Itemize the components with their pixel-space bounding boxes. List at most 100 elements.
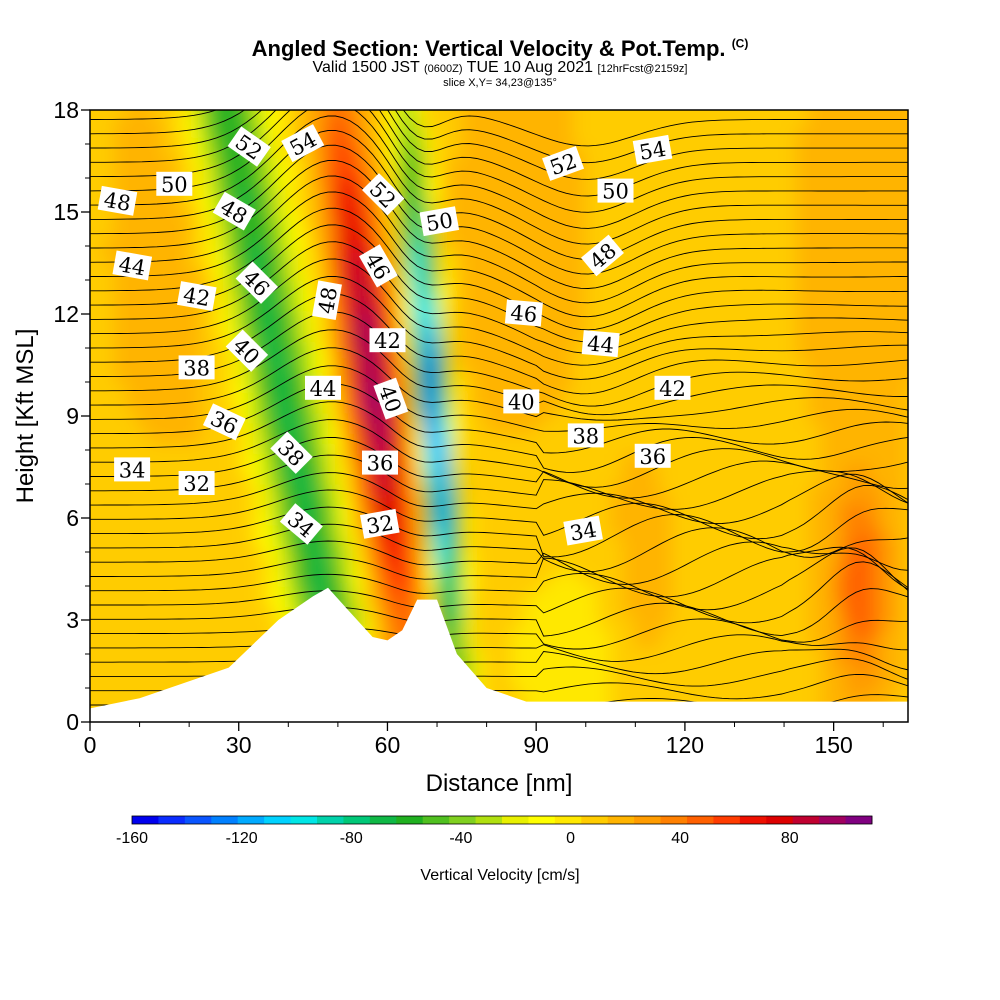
- velocity-cell: [225, 595, 240, 608]
- velocity-cell: [225, 116, 240, 128]
- velocity-cell: [287, 259, 302, 271]
- velocity-cell: [523, 381, 537, 393]
- velocity-cell: [610, 110, 624, 118]
- velocity-cell: [498, 299, 513, 312]
- velocity-cell: [65, 698, 79, 709]
- velocity-cell: [672, 544, 686, 557]
- velocity-cell: [90, 554, 104, 567]
- velocity-cell: [473, 401, 488, 414]
- velocity-cell: [746, 514, 760, 526]
- velocity-cell: [523, 452, 537, 465]
- velocity-cell: [523, 524, 537, 536]
- isotherm-label: 42: [176, 281, 217, 311]
- velocity-cell: [127, 96, 141, 107]
- velocity-cell: [696, 503, 711, 516]
- velocity-cell: [833, 412, 847, 424]
- velocity-cell: [225, 493, 240, 506]
- velocity-cell: [523, 320, 537, 332]
- velocity-cell: [312, 463, 327, 475]
- velocity-cell: [696, 361, 711, 373]
- velocity-cell: [300, 110, 314, 118]
- velocity-cell: [101, 259, 116, 271]
- velocity-cell: [424, 391, 438, 404]
- velocity-cell: [201, 493, 215, 506]
- velocity-cell: [163, 248, 178, 261]
- velocity-cell: [784, 96, 798, 107]
- velocity-cell: [201, 187, 215, 200]
- velocity-cell: [573, 728, 587, 739]
- velocity-cell: [857, 503, 872, 516]
- velocity-cell: [374, 473, 389, 485]
- velocity-cell: [758, 544, 773, 557]
- velocity-cell: [585, 565, 599, 577]
- velocity-cell: [746, 259, 760, 271]
- velocity-cell: [721, 401, 736, 414]
- velocity-cell: [498, 473, 513, 485]
- velocity-cell: [634, 187, 649, 200]
- velocity-cell: [758, 269, 773, 281]
- velocity-cell: [65, 463, 79, 474]
- velocity-cell: [920, 127, 934, 138]
- velocity-cell: [436, 289, 451, 302]
- velocity-cell: [188, 269, 203, 281]
- velocity-cell: [486, 595, 500, 608]
- velocity-cell: [845, 514, 860, 526]
- velocity-cell: [101, 116, 116, 128]
- velocity-cell: [226, 86, 240, 97]
- velocity-cell: [238, 442, 252, 455]
- velocity-cell: [585, 636, 599, 648]
- velocity-cell: [151, 110, 166, 118]
- velocity-cell: [510, 626, 525, 638]
- velocity-cell: [808, 667, 822, 679]
- velocity-cell: [858, 96, 872, 107]
- velocity-cell: [90, 350, 91, 363]
- velocity-cell: [696, 310, 711, 322]
- velocity-cell: [510, 187, 525, 200]
- velocity-cell: [238, 401, 252, 414]
- velocity-cell: [139, 350, 153, 363]
- velocity-cell: [349, 432, 364, 444]
- velocity-cell: [238, 524, 252, 536]
- velocity-cell: [560, 361, 575, 373]
- velocity-cell: [486, 534, 500, 546]
- velocity-cell: [386, 208, 401, 220]
- velocity-cell: [870, 136, 884, 149]
- velocity-cell: [374, 412, 389, 424]
- velocity-cell: [498, 595, 513, 608]
- velocity-cell: [647, 197, 661, 210]
- velocity-cell: [424, 157, 438, 169]
- velocity-cell: [597, 432, 612, 444]
- isotherm-line: [90, 546, 908, 598]
- velocity-cell: [610, 218, 624, 230]
- velocity-cell: [312, 565, 327, 577]
- velocity-cell: [920, 157, 934, 168]
- velocity-cell: [795, 238, 810, 251]
- velocity-cell: [597, 197, 612, 210]
- velocity-cell: [560, 728, 574, 739]
- velocity-cell: [696, 565, 711, 577]
- velocity-cell: [610, 259, 624, 271]
- velocity-cell: [250, 208, 265, 220]
- velocity-cell: [126, 330, 141, 342]
- velocity-cell: [424, 503, 438, 516]
- velocity-cell: [349, 544, 364, 557]
- velocity-cell: [176, 493, 190, 506]
- velocity-cell: [920, 484, 934, 495]
- velocity-cell: [634, 238, 649, 251]
- velocity-cell: [523, 116, 537, 128]
- velocity-cell: [721, 340, 736, 353]
- velocity-cell: [622, 667, 637, 679]
- velocity-cell: [424, 289, 438, 302]
- velocity-cell: [783, 667, 798, 679]
- velocity-cell: [436, 116, 451, 128]
- velocity-cell: [833, 116, 847, 128]
- velocity-cell: [857, 208, 872, 220]
- velocity-cell: [572, 646, 587, 659]
- velocity-cell: [535, 422, 550, 434]
- velocity-cell: [535, 381, 550, 393]
- velocity-cell: [126, 565, 141, 577]
- velocity-cell: [932, 229, 946, 240]
- velocity-cell: [362, 350, 376, 363]
- velocity-cell: [796, 86, 810, 97]
- velocity-cell: [585, 238, 599, 251]
